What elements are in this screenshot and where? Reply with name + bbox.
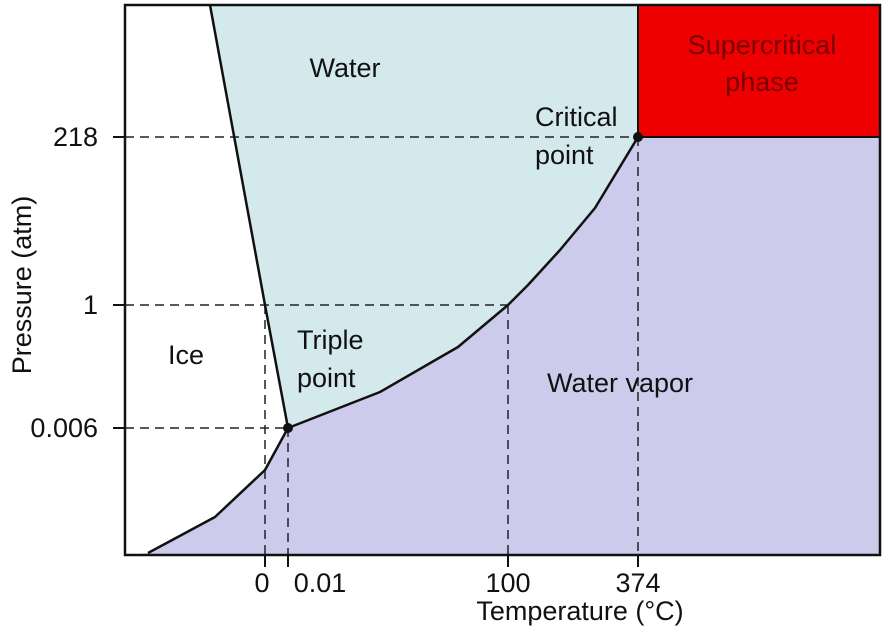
y-tick-marks [113,136,125,429]
point-label: Critical [535,102,618,132]
triple-point-dot [283,423,293,433]
y-tick-label: 1 [83,290,98,320]
region-label: Supercritical [688,30,837,60]
plot-frame [123,3,882,557]
region-label: phase [725,67,799,97]
sublimation-curve [147,427,290,555]
vapor-region [125,137,880,555]
supercritical-region [638,5,880,137]
critical-point-dot [633,132,643,142]
x-axis-title: Temperature (°C) [476,596,683,626]
region-label: Ice [168,340,204,370]
point-label: Triple [297,325,364,355]
y-tick-label: 218 [53,122,98,152]
x-tick-marks [264,555,639,567]
point-label: point [297,363,356,393]
vaporization-curve [287,136,640,430]
y-axis-title: Pressure (atm) [7,196,37,375]
x-tick-label: 0.01 [294,568,347,598]
point-label: point [535,140,594,170]
region-label: Water [309,53,380,83]
x-tick-label: 374 [615,568,660,598]
y-tick-label: 0.006 [30,413,98,443]
x-tick-label: 0 [254,568,269,598]
fusion-curve [208,4,290,429]
region-label: Water vapor [547,368,693,398]
water-region [210,5,638,428]
x-tick-label: 100 [485,568,530,598]
guides [125,136,639,555]
